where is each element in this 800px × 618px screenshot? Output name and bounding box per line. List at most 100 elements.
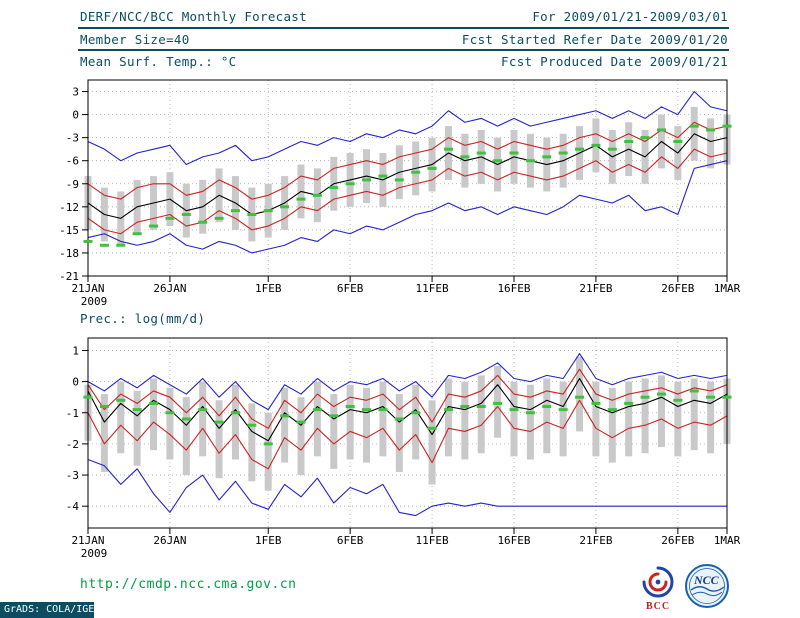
- series-ensemble-min: [87, 160, 728, 254]
- y-tick-label: -18: [59, 247, 79, 260]
- spread-bar: [543, 378, 551, 454]
- series-ensemble-mean: [87, 377, 728, 442]
- bcc-logo-label: BCC: [645, 601, 671, 612]
- y-tick-label: -1: [66, 407, 79, 420]
- grads-credit: GrADS: COLA/IGES: [0, 602, 100, 618]
- spread-bar: [707, 381, 715, 454]
- x-tick-label: 11FEB: [416, 534, 449, 547]
- spread-bar: [559, 381, 567, 457]
- x-axis-year-label: 2009: [81, 547, 108, 560]
- y-tick-label: 1: [72, 344, 79, 357]
- spread-bar: [215, 400, 223, 479]
- x-tick-label: 1FEB: [255, 534, 282, 547]
- series-upper-quartile: [87, 121, 728, 200]
- x-axis-year-label: 2009: [81, 295, 108, 308]
- spread-bar: [363, 387, 371, 463]
- spread-bar: [526, 384, 534, 460]
- plot-title: DERF/NCC/BCC Monthly Forecast: [80, 9, 307, 24]
- bcc-logo-icon: [642, 566, 674, 598]
- y-tick-label: -21: [59, 270, 79, 283]
- header-row-2: Member Size=40 Fcst Started Refer Date 2…: [80, 32, 728, 47]
- spread-bar: [264, 412, 272, 491]
- y-tick-label: 0: [72, 376, 79, 389]
- x-tick-label: 16FEB: [497, 282, 530, 295]
- svg-text:NCC: NCC: [693, 573, 720, 587]
- spread-bar: [428, 400, 436, 485]
- header-divider-2: [78, 49, 729, 51]
- prec-panel-label: Prec.: log(mm/d): [80, 311, 206, 326]
- spread-bar: [117, 381, 125, 454]
- x-tick-label: 6FEB: [337, 534, 364, 547]
- spread-bar: [444, 378, 452, 457]
- spread-bar: [608, 387, 616, 463]
- spread-bar: [248, 403, 256, 482]
- y-tick-label: -4: [66, 500, 80, 513]
- series-ensemble-max: [87, 353, 728, 411]
- header-row-1: DERF/NCC/BCC Monthly Forecast For 2009/0…: [80, 9, 728, 24]
- spread-bar: [133, 390, 141, 466]
- series-ensemble-max: [87, 90, 728, 166]
- spread-bar: [379, 381, 387, 457]
- x-tick-label: 1MAR: [714, 534, 741, 547]
- y-tick-label: -3: [66, 132, 79, 145]
- spread-bar: [182, 397, 190, 476]
- spread-bar: [150, 378, 158, 451]
- spread-bar: [690, 378, 698, 451]
- y-tick-label: -2: [66, 438, 79, 451]
- series-upper-quartile: [87, 368, 728, 429]
- ncc-logo-icon: NCC: [685, 564, 729, 608]
- y-tick-label: -12: [59, 201, 79, 214]
- member-size-label: Member Size=40: [80, 32, 190, 47]
- spread-bar: [625, 381, 633, 457]
- spread-bar: [576, 356, 584, 432]
- spread-bar: [313, 381, 321, 457]
- spread-bar: [477, 375, 485, 454]
- fcst-produced-label: Fcst Produced Date 2009/01/21: [501, 54, 728, 69]
- spread-bar: [641, 378, 649, 454]
- y-tick-label: 3: [72, 86, 79, 99]
- x-tick-label: 1MAR: [714, 282, 741, 295]
- series-ensemble-mean: [87, 133, 728, 219]
- spread-bar: [297, 397, 305, 476]
- spread-bar: [330, 394, 338, 469]
- y-tick-label: 0: [72, 109, 79, 122]
- spread-bar: [231, 384, 239, 460]
- y-tick-label: -6: [66, 155, 79, 168]
- forecast-range: For 2009/01/21-2009/03/01: [532, 9, 728, 24]
- spread-bar: [657, 375, 665, 448]
- plot-frame: [87, 79, 728, 277]
- spread-bar: [346, 384, 354, 460]
- y-tick-label: -9: [66, 178, 79, 191]
- x-tick-label: 21JAN: [71, 534, 104, 547]
- x-tick-label: 21JAN: [71, 282, 104, 295]
- y-tick-label: -3: [66, 469, 79, 482]
- x-tick-label: 11FEB: [416, 282, 449, 295]
- spread-bar: [412, 384, 420, 460]
- spread-bar: [494, 366, 502, 438]
- header-divider-1: [78, 27, 729, 29]
- x-tick-label: 26JAN: [153, 534, 186, 547]
- x-tick-label: 16FEB: [497, 534, 530, 547]
- fcst-started-label: Fcst Started Refer Date 2009/01/20: [461, 32, 728, 47]
- spread-bar: [674, 381, 682, 457]
- spread-bar: [281, 387, 289, 463]
- source-url-text: http://cmdp.ncc.cma.gov.cn: [80, 577, 297, 592]
- spread-bar: [199, 381, 207, 457]
- plot-frame: [87, 337, 728, 529]
- x-tick-label: 1FEB: [255, 282, 282, 295]
- spread-bar: [707, 118, 715, 169]
- series-lower-quartile: [87, 148, 728, 235]
- x-tick-label: 6FEB: [337, 282, 364, 295]
- spread-bar: [461, 381, 469, 460]
- spread-bar: [166, 387, 174, 460]
- series-lower-quartile: [87, 399, 728, 470]
- spread-bar: [592, 381, 600, 457]
- header-row-3: Mean Surf. Temp.: °C Fcst Produced Date …: [80, 54, 728, 69]
- spread-bar: [100, 394, 108, 472]
- x-tick-label: 26FEB: [661, 282, 694, 295]
- series-ensemble-min: [87, 458, 727, 517]
- bcc-logo: BCC: [638, 565, 678, 612]
- x-tick-label: 26JAN: [153, 282, 186, 295]
